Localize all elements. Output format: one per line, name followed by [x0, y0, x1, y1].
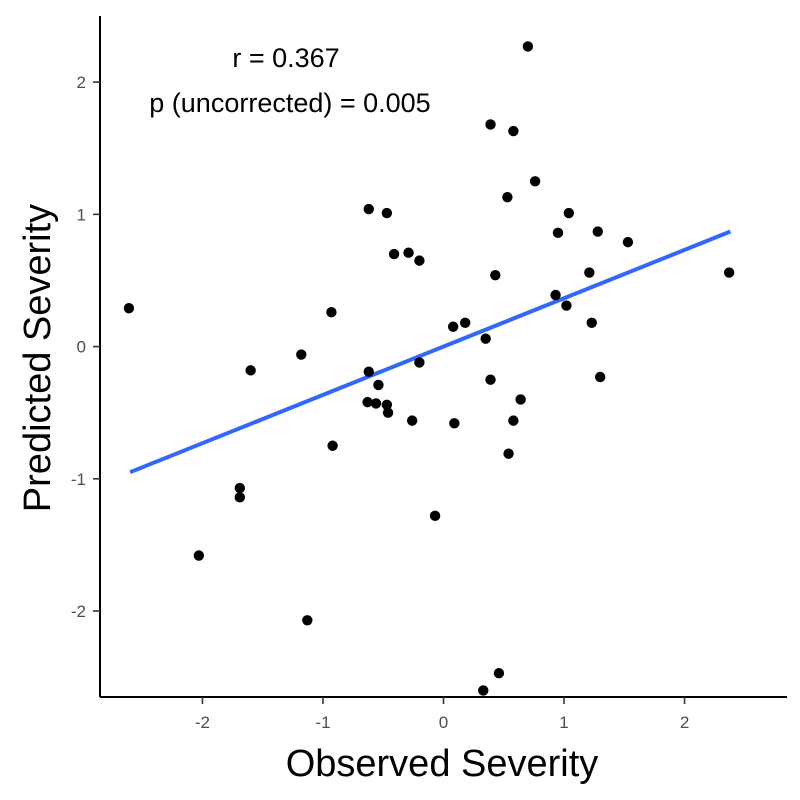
y-tick-label: -2 — [71, 602, 86, 621]
scatter-point — [522, 41, 534, 52]
scatter-point — [586, 317, 597, 328]
scatter-point — [234, 492, 246, 503]
scatter-point — [723, 267, 735, 278]
trend-line-layer — [129, 229, 732, 475]
scatter-point — [429, 510, 441, 522]
scatter-point — [563, 207, 575, 219]
x-tick-label: -2 — [195, 713, 210, 732]
y-axis-title: Predicted Severity — [17, 204, 59, 512]
scatter-point — [302, 615, 313, 626]
scatter-point — [485, 374, 496, 385]
scatter-point — [584, 267, 595, 278]
y-tick-label: 2 — [77, 73, 86, 92]
scatter-point — [478, 685, 489, 696]
y-tick-label: 1 — [77, 205, 86, 224]
x-tick-label: 2 — [680, 713, 689, 732]
scatter-point — [508, 415, 519, 426]
scatter-point — [363, 366, 374, 377]
x-tick-label: -1 — [315, 713, 330, 732]
x-axis-title: Observed Severity — [286, 743, 599, 785]
scatter-point — [363, 203, 374, 215]
scatter-point — [485, 119, 496, 130]
scatter-point — [362, 396, 373, 408]
axis-ticks: -2 -1 0 1 2 -2 -1 0 1 2 — [71, 73, 689, 732]
scatter-point — [480, 333, 491, 344]
scatter-point — [561, 300, 572, 311]
x-tick-label: 1 — [559, 713, 568, 732]
correlation-annotation: r = 0.367 — [232, 43, 339, 73]
scatter-point — [592, 226, 603, 237]
scatter-point — [193, 550, 205, 561]
scatter-point — [622, 236, 634, 248]
scatter-point — [493, 667, 505, 679]
scatter-point — [234, 482, 246, 494]
scatter-point — [403, 247, 414, 258]
scatter-point — [529, 176, 541, 187]
scatter-point — [490, 269, 501, 281]
scatter-point — [447, 321, 459, 332]
x-tick-label: 0 — [439, 713, 448, 732]
scatter-point — [414, 357, 425, 368]
scatter-point — [326, 307, 337, 318]
scatter-point — [373, 379, 384, 391]
scatter-point — [296, 349, 307, 360]
p-value-annotation: p (uncorrected) = 0.005 — [149, 88, 430, 118]
scatter-point — [388, 248, 400, 260]
scatter-point — [382, 407, 394, 418]
data-points — [123, 41, 735, 696]
scatter-point — [123, 303, 135, 314]
scatter-point — [406, 415, 418, 426]
scatter-point — [508, 125, 519, 137]
scatter-point — [515, 394, 526, 405]
scatter-point — [552, 227, 564, 239]
scatter-point — [370, 398, 382, 409]
scatter-point — [414, 255, 425, 266]
scatter-point — [503, 448, 514, 459]
scatter-point — [381, 399, 393, 410]
scatter-point — [449, 418, 460, 429]
scatter-point — [327, 440, 338, 451]
scatter-point — [381, 207, 393, 219]
y-tick-label: -1 — [71, 470, 86, 489]
axes — [99, 16, 787, 698]
y-tick-label: 0 — [77, 338, 86, 357]
regression-line — [129, 229, 732, 475]
scatter-point — [502, 191, 513, 203]
scatter-point — [594, 371, 606, 383]
scatter-point — [459, 317, 471, 328]
scatter-point — [550, 289, 561, 301]
scatter-point — [245, 365, 256, 376]
